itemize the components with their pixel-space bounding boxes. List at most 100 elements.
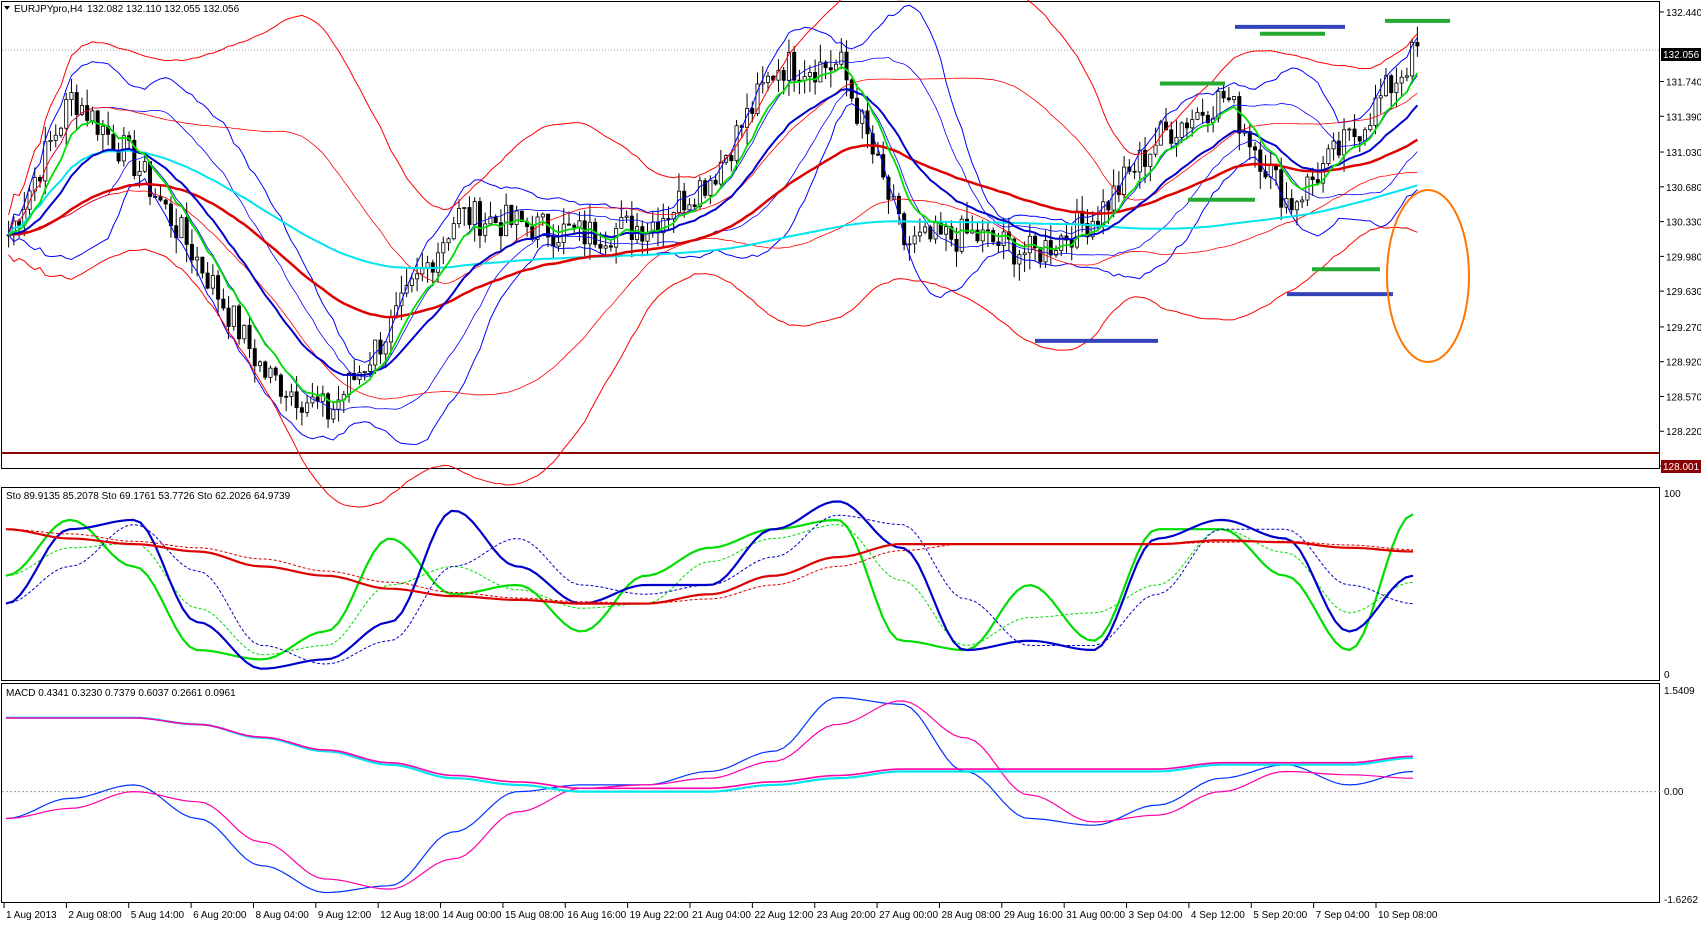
candle-body xyxy=(189,244,194,261)
price-label: 128.920 xyxy=(1666,358,1701,369)
candle-body xyxy=(572,224,577,228)
candle-body xyxy=(1378,95,1383,99)
candle-body xyxy=(184,217,189,245)
candle-body xyxy=(415,273,420,280)
candle-body xyxy=(1111,185,1116,211)
candle-body xyxy=(1074,210,1079,248)
time-label: 16 Aug 16:00 xyxy=(567,910,626,921)
candle-body xyxy=(1399,76,1404,84)
candle-body xyxy=(870,133,875,155)
macd-layer xyxy=(2,696,1660,894)
current-price-text: 132.056 xyxy=(1663,50,1700,61)
support-price-marker: 128.001 xyxy=(1661,460,1701,473)
candle-body xyxy=(27,190,32,210)
macd-scale-bottom: -1.6262 xyxy=(1664,895,1698,906)
candle-body xyxy=(807,72,812,77)
time-axis: 1 Aug 2013 2 Aug 08:00 5 Aug 14:00 6 Aug 20… xyxy=(3,903,1438,921)
price-label: 129.630 xyxy=(1666,287,1701,298)
time-label: 1 Aug 2013 xyxy=(6,910,57,921)
price-label: 132.440 xyxy=(1666,8,1701,19)
stochastic-layer xyxy=(5,500,1414,670)
candle-body xyxy=(1237,96,1242,134)
candle-body xyxy=(1300,199,1305,203)
candle-body xyxy=(1289,198,1294,211)
candle-body xyxy=(692,204,697,207)
candle-body xyxy=(1253,146,1258,151)
candle-body xyxy=(1195,111,1200,120)
time-label: 15 Aug 08:00 xyxy=(505,910,564,921)
price-label: 129.270 xyxy=(1666,323,1701,334)
candle-body xyxy=(1143,149,1148,167)
candle-body xyxy=(875,153,880,156)
sto-scale-top: 100 xyxy=(1664,489,1681,500)
candle-body xyxy=(1059,235,1064,252)
candle-body xyxy=(661,218,666,234)
candle-body xyxy=(792,51,797,81)
candle-body xyxy=(299,407,304,413)
ohlc-values: 132.082 132.110 132.055 132.056 xyxy=(87,4,240,15)
time-label: 7 Sep 04:00 xyxy=(1316,910,1370,921)
bollinger-upper xyxy=(8,4,1418,363)
candle-body xyxy=(608,245,613,248)
time-label: 5 Aug 14:00 xyxy=(131,910,185,921)
candle-body xyxy=(493,216,498,224)
candle-body xyxy=(1373,97,1378,126)
candle-body xyxy=(1200,111,1205,116)
candle-body xyxy=(1268,164,1273,178)
candle-body xyxy=(200,256,205,274)
candle-body xyxy=(404,285,409,294)
candle-body xyxy=(823,61,828,69)
candle-body xyxy=(917,231,922,237)
time-label: 9 Aug 12:00 xyxy=(318,910,372,921)
time-label: 3 Sep 04:00 xyxy=(1129,910,1183,921)
candle-body xyxy=(954,238,959,252)
candle-body xyxy=(750,108,755,114)
candle-body xyxy=(362,370,367,373)
candle-body xyxy=(257,361,262,367)
candle-body xyxy=(1279,169,1284,208)
candle-body xyxy=(1310,176,1315,181)
time-label: 12 Aug 18:00 xyxy=(380,910,439,921)
candle-body xyxy=(477,201,482,236)
candle-body xyxy=(216,275,221,300)
time-label: 4 Sep 12:00 xyxy=(1191,910,1245,921)
candle-body xyxy=(980,229,985,242)
candle-body xyxy=(242,324,247,340)
candle-body xyxy=(90,110,95,121)
candle-body xyxy=(991,230,996,243)
candle-body xyxy=(498,222,503,237)
envelope-inner-lower xyxy=(8,172,1418,400)
candle-body xyxy=(1410,42,1415,77)
time-label: 6 Aug 20:00 xyxy=(193,910,247,921)
candle-body xyxy=(603,245,608,249)
annotation-ellipse xyxy=(1386,189,1470,363)
candle-body xyxy=(708,179,713,196)
candle-body xyxy=(331,408,336,420)
time-label: 21 Aug 04:00 xyxy=(692,910,751,921)
candle-body xyxy=(1305,176,1310,201)
candle-body xyxy=(703,180,708,196)
time-label: 14 Aug 00:00 xyxy=(443,910,502,921)
stochastic-signal-line xyxy=(5,514,1414,665)
candle-body xyxy=(839,51,844,65)
candle-body xyxy=(504,204,509,237)
candle-body xyxy=(205,272,210,289)
candle-body xyxy=(624,215,629,218)
candle-body xyxy=(1022,252,1027,256)
candle-body xyxy=(247,324,252,350)
candle-body xyxy=(462,207,467,209)
candle-body xyxy=(79,105,84,115)
candle-body xyxy=(58,127,63,136)
candle-body xyxy=(755,83,760,114)
candle-body xyxy=(294,391,299,409)
candle-body xyxy=(43,141,48,182)
candle-body xyxy=(519,210,524,223)
macd-main-line xyxy=(5,696,1414,894)
price-label: 131.030 xyxy=(1666,148,1701,159)
candle-body xyxy=(284,395,289,398)
chevron-down-icon[interactable] xyxy=(4,6,10,10)
candles xyxy=(6,26,1420,428)
candle-body xyxy=(69,92,74,100)
macd-slow-signal-line xyxy=(6,717,1414,790)
